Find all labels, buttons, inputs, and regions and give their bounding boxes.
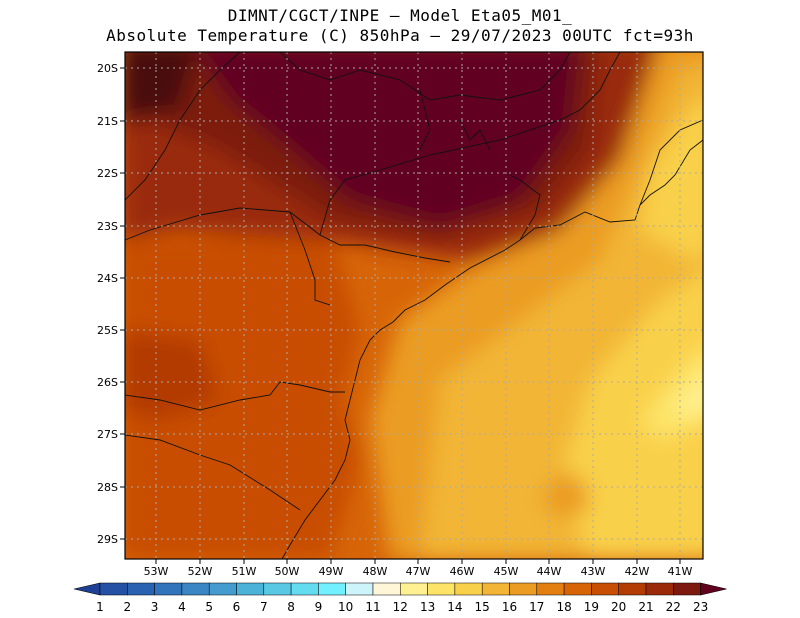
colorbar-swatch: [345, 582, 374, 596]
colorbar-swatch: [236, 582, 265, 596]
colorbar-label: 11: [365, 600, 380, 614]
lat-label: 25S: [97, 324, 118, 337]
colorbar-swatch: [454, 582, 483, 596]
colorbar-swatch: [563, 582, 592, 596]
lon-label: 50W: [275, 565, 300, 578]
lon-label: 45W: [494, 565, 519, 578]
colorbar-label: 18: [556, 600, 571, 614]
lon-label: 52W: [188, 565, 213, 578]
lat-label: 27S: [97, 428, 118, 441]
lon-label: 43W: [581, 565, 606, 578]
colorbar-label: 2: [123, 600, 131, 614]
colorbar-swatch: [99, 582, 128, 596]
lon-label: 46W: [450, 565, 475, 578]
colorbar-label: 22: [666, 600, 681, 614]
colorbar-label: 17: [529, 600, 544, 614]
lon-label: 48W: [363, 565, 388, 578]
colorbar-label: 1: [96, 600, 104, 614]
plot-frame: [124, 51, 704, 560]
lat-label: 26S: [97, 376, 118, 389]
colorbar-label: 23: [693, 600, 708, 614]
lat-label: 29S: [97, 533, 118, 546]
colorbar-swatch: [290, 582, 319, 596]
colorbar-label: 5: [205, 600, 213, 614]
colorbar-swatch: [181, 582, 210, 596]
colorbar-label: 21: [638, 600, 653, 614]
colorbar-label: 9: [315, 600, 323, 614]
map-title-line2: Absolute Temperature (C) 850hPa – 29/07/…: [106, 26, 694, 45]
colorbar-label: 19: [584, 600, 599, 614]
colorbar-arrow-right: [700, 582, 727, 596]
lat-label: 22S: [97, 167, 118, 180]
longitude-labels: 53W 52W 51W 50W 49W 48W 47W 46W 45W 44W …: [144, 565, 693, 578]
lon-label: 51W: [232, 565, 257, 578]
lon-label: 41W: [668, 565, 693, 578]
colorbar-label: 15: [475, 600, 490, 614]
colorbar-swatch: [263, 582, 292, 596]
lat-label: 21S: [97, 115, 118, 128]
colorbar-label: 8: [287, 600, 295, 614]
colorbar-label: 13: [420, 600, 435, 614]
lat-label: 28S: [97, 481, 118, 494]
latitude-labels: 20S 21S 22S 23S 24S 25S 26S 27S 28S 29S: [97, 62, 118, 546]
colorbar-swatch: [509, 582, 538, 596]
colorbar-swatch: [154, 582, 183, 596]
colorbar-swatch: [591, 582, 619, 596]
colorbar-label: 7: [260, 600, 268, 614]
colorbar-swatch: [318, 582, 346, 596]
lon-label: 44W: [537, 565, 562, 578]
colorbar-label: 16: [502, 600, 517, 614]
colorbar-label: 20: [611, 600, 626, 614]
lat-label: 23S: [97, 220, 118, 233]
colorbar-swatch: [127, 582, 155, 596]
colorbar-swatch: [427, 582, 456, 596]
lon-label: 49W: [319, 565, 344, 578]
colorbar-swatch: [372, 582, 401, 596]
coastline-borders: [125, 52, 703, 559]
colorbar-label: 4: [178, 600, 186, 614]
colorbar-arrow-left: [73, 582, 101, 596]
lon-label: 42W: [625, 565, 650, 578]
lat-label: 20S: [97, 62, 118, 75]
colorbar-label: 3: [151, 600, 159, 614]
axis-ticks: [120, 67, 681, 564]
colorbar-swatch: [400, 582, 428, 596]
colorbar: 1 2 3 4 5 6 7 8 9 10 11 12 13 14 15 16 17 18 19 20 21 22 23: [73, 582, 727, 614]
colorbar-swatch: [618, 582, 647, 596]
colorbar-label: 10: [338, 600, 353, 614]
colorbar-swatch: [481, 582, 510, 596]
colorbar-swatch: [645, 582, 674, 596]
colorbar-label: 6: [233, 600, 241, 614]
temperature-field: [125, 52, 703, 559]
colorbar-swatch: [673, 582, 701, 596]
colorbar-label: 12: [393, 600, 408, 614]
colorbar-swatch: [208, 582, 237, 596]
graticule: [125, 52, 703, 559]
colorbar-label: 14: [447, 600, 462, 614]
colorbar-swatch: [536, 582, 565, 596]
lat-label: 24S: [97, 272, 118, 285]
map-title-line1: DIMNT/CGCT/INPE – Model Eta05_M01_: [227, 6, 573, 25]
lon-label: 47W: [406, 565, 431, 578]
lon-label: 53W: [144, 565, 169, 578]
